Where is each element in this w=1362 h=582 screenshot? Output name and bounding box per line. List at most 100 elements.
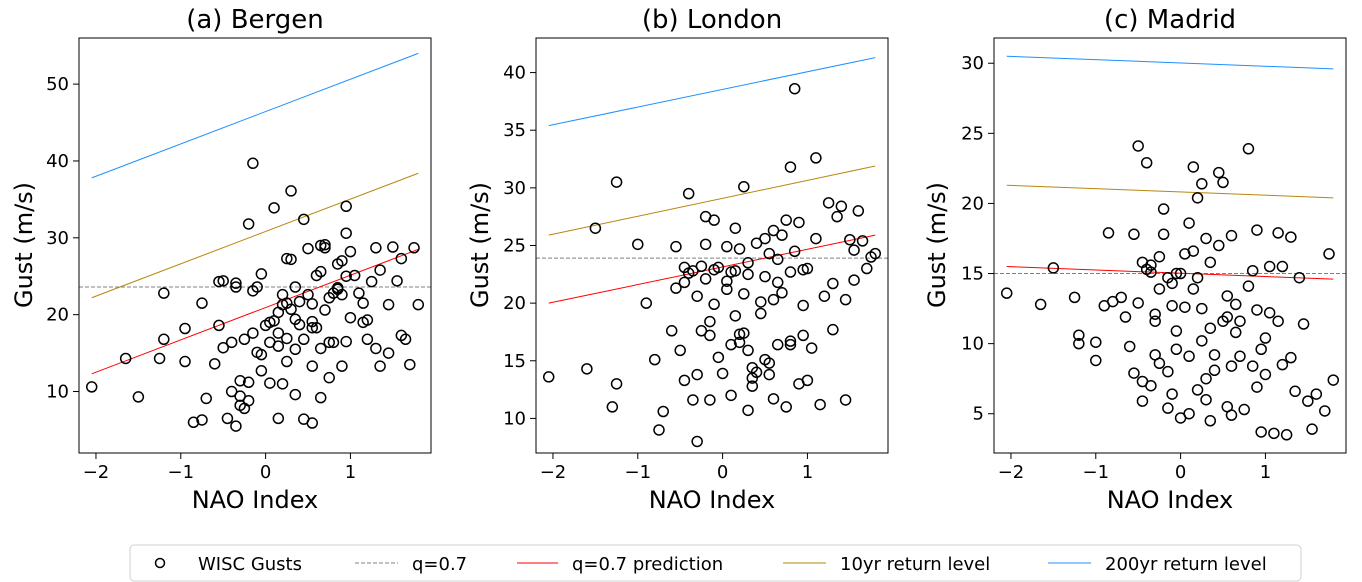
data-point <box>848 244 860 256</box>
data-point <box>721 283 733 296</box>
data-point <box>861 262 873 275</box>
legend: WISC Gusts q=0.7 q=0.7 prediction 10yr r… <box>129 544 1302 582</box>
y-tick-label: 30 <box>961 53 984 74</box>
data-point <box>365 275 378 288</box>
data-point <box>1047 262 1060 274</box>
data-point <box>331 283 344 296</box>
data-point <box>1234 315 1246 327</box>
data-point <box>721 275 733 287</box>
legend-marker-wisc-gusts <box>154 557 166 569</box>
x-tick-label: 0 <box>260 462 271 483</box>
data-point <box>852 205 865 217</box>
data-point <box>1276 358 1289 371</box>
legend-label: 10yr return level <box>840 554 990 575</box>
series-line-200yr-return-level <box>1006 55 1334 70</box>
data-point <box>1204 256 1217 269</box>
data-point <box>1196 335 1208 347</box>
data-point <box>217 341 229 354</box>
data-point <box>742 268 754 281</box>
data-point <box>725 389 737 402</box>
data-point <box>810 152 822 164</box>
data-point <box>1268 427 1280 440</box>
data-point <box>302 242 314 255</box>
data-point <box>678 374 691 387</box>
data-point <box>293 318 306 331</box>
data-point <box>213 319 225 332</box>
y-axis-label: Gust (m/s) <box>466 182 494 308</box>
data-point <box>255 268 268 280</box>
data-point <box>742 257 754 269</box>
data-point <box>801 374 814 387</box>
data-point <box>1196 302 1208 315</box>
axes-frame <box>78 37 432 454</box>
data-point <box>755 307 767 320</box>
data-point <box>1251 381 1263 393</box>
data-point <box>704 329 716 342</box>
data-point <box>589 222 602 234</box>
data-point <box>242 394 255 407</box>
data-point <box>755 296 767 308</box>
data-point <box>1034 298 1047 311</box>
data-point <box>869 247 882 260</box>
x-axis-label: NAO Index <box>649 486 776 514</box>
data-point <box>1234 350 1246 363</box>
data-point <box>767 293 780 306</box>
data-point <box>708 263 720 276</box>
data-point <box>691 368 703 381</box>
data-point <box>1149 315 1161 327</box>
data-point <box>310 321 323 334</box>
data-point <box>1123 340 1136 353</box>
data-point <box>285 185 297 197</box>
y-axis-label: Gust (m/s) <box>923 182 951 308</box>
data-point <box>780 401 792 413</box>
data-point <box>242 218 255 230</box>
data-point <box>640 297 653 309</box>
data-point <box>1119 311 1132 323</box>
data-point <box>729 310 742 322</box>
data-point <box>225 385 238 398</box>
y-tick-label: 40 <box>46 151 69 172</box>
data-point <box>1213 239 1225 252</box>
data-point <box>1102 227 1115 239</box>
data-point <box>657 405 669 418</box>
data-point <box>1157 203 1170 215</box>
y-tick-label: 25 <box>503 236 526 257</box>
data-point <box>255 348 268 361</box>
data-point <box>738 180 750 193</box>
series-line-q-0-7-prediction <box>91 248 419 375</box>
legend-label: q=0.7 <box>412 554 467 575</box>
data-point <box>234 390 246 402</box>
data-point <box>704 394 716 406</box>
data-point <box>844 233 856 246</box>
data-point <box>1319 405 1331 417</box>
data-point <box>1145 379 1157 392</box>
data-point <box>264 316 276 329</box>
data-point <box>742 344 754 357</box>
x-tick-label: 0 <box>717 462 728 483</box>
series-line-200yr-return-level <box>548 57 876 127</box>
data-point <box>348 269 361 282</box>
data-point <box>382 298 395 311</box>
data-point <box>208 358 221 370</box>
data-point <box>721 240 733 253</box>
data-point <box>678 276 691 289</box>
data-point <box>1132 140 1144 152</box>
data-point <box>1289 385 1301 398</box>
data-point <box>1140 157 1153 169</box>
data-point <box>759 232 771 245</box>
data-point <box>1272 315 1284 327</box>
data-point <box>801 262 814 275</box>
data-point <box>1157 228 1170 241</box>
data-point <box>302 288 314 301</box>
data-point <box>1323 248 1335 260</box>
legend-label: WISC Gusts <box>198 554 302 575</box>
data-point <box>1272 227 1284 239</box>
data-point <box>750 237 763 249</box>
panel-title: (a) Bergen <box>186 5 324 35</box>
data-point <box>298 333 310 346</box>
data-point <box>1166 277 1178 290</box>
data-point <box>404 358 416 371</box>
data-point <box>1217 176 1229 189</box>
y-tick-label: 5 <box>973 404 984 425</box>
